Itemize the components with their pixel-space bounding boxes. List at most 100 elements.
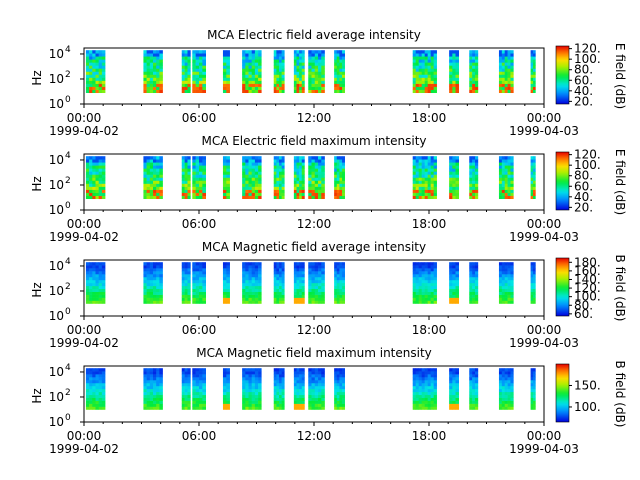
spectrogram-cell [226, 385, 230, 390]
spectrogram-cell [199, 174, 203, 178]
spectrogram-cell [89, 388, 93, 393]
spectrogram-cell [199, 168, 203, 172]
spectrogram-cell [507, 282, 511, 287]
spectrogram-cell [532, 385, 536, 390]
spectrogram-cell [532, 65, 536, 69]
spectrogram-cell [159, 371, 163, 375]
spectrogram-cell [95, 195, 99, 200]
spectrogram-cell [501, 74, 505, 78]
spectrogram-cell [469, 403, 473, 407]
spectrogram-cell [202, 156, 206, 160]
spectrogram-cell [92, 68, 96, 72]
spectrogram-cell [469, 391, 473, 396]
spectrogram-cell [258, 291, 262, 295]
spectrogram-cell [424, 165, 428, 169]
spectrogram-cell [501, 71, 505, 75]
spectrogram-cell [433, 271, 437, 275]
spectrogram-cell [427, 68, 431, 72]
spectrogram-cell [532, 77, 536, 81]
spectrogram-cell [469, 183, 473, 187]
spectrogram-cell [89, 83, 93, 87]
spectrogram-cell [192, 380, 196, 384]
spectrogram-cell [501, 274, 505, 278]
spectrogram-cell [149, 368, 154, 372]
spectrogram-cell [248, 377, 252, 381]
spectrogram-cell [95, 189, 99, 193]
spectrogram-cell [308, 174, 312, 178]
spectrogram-cell [101, 74, 106, 78]
spectrogram-cell [321, 183, 325, 187]
spectrogram-cell [149, 400, 154, 404]
spectrogram-cell [421, 168, 425, 172]
spectrogram-cell [475, 71, 479, 75]
spectrogram-cell [293, 59, 297, 63]
spectrogram-cell [415, 403, 419, 407]
y-tick-exponent: 4 [65, 363, 71, 373]
spectrogram-cell [308, 282, 312, 287]
spectrogram-cell [149, 371, 154, 375]
spectrogram-cell [159, 262, 163, 266]
spectrogram-cell [427, 371, 431, 375]
spectrogram-cell [181, 274, 185, 278]
spectrogram-cell [222, 68, 227, 72]
spectrogram-cell [254, 271, 259, 275]
spectrogram-cell [98, 50, 103, 54]
spectrogram-cell [311, 53, 316, 57]
spectrogram-cell [321, 282, 325, 287]
spectrogram-cell [314, 297, 319, 301]
spectrogram-cell [195, 374, 200, 378]
spectrogram-cell [342, 294, 345, 298]
spectrogram-cell [299, 265, 303, 269]
spectrogram-cell [293, 68, 297, 72]
spectrogram-cell [258, 391, 262, 396]
spectrogram-cell [245, 294, 249, 298]
spectrogram-cell [149, 391, 154, 396]
spectrogram-cell [101, 86, 106, 90]
spectrogram-cell [314, 382, 319, 387]
spectrogram-cell [293, 56, 297, 60]
spectrogram-cell [146, 382, 151, 387]
spectrogram-cell [92, 177, 96, 181]
spectrogram-cell [89, 391, 93, 396]
spectrogram-cell [469, 68, 473, 72]
spectrogram-cell [187, 83, 191, 87]
spectrogram-cell [339, 80, 343, 84]
spectrogram-cell [98, 374, 103, 378]
spectrogram-cell [412, 394, 416, 398]
spectrogram-cell [226, 183, 230, 187]
spectrogram-cell [85, 71, 90, 75]
spectrogram-cell [245, 183, 249, 187]
spectrogram-cell [202, 385, 206, 390]
spectrogram-cell [412, 397, 416, 401]
spectrogram-cell [507, 403, 511, 407]
spectrogram-cell [242, 53, 246, 57]
spectrogram-cell [254, 189, 259, 193]
spectrogram-cell [251, 288, 256, 292]
spectrogram-cell [532, 371, 536, 375]
spectrogram-cell [273, 89, 277, 94]
spectrogram-cell [146, 385, 151, 390]
spectrogram-cell [334, 174, 338, 178]
spectrogram-cell [342, 377, 345, 381]
spectrogram-cell [95, 288, 99, 292]
spectrogram-cell [530, 400, 534, 404]
spectrogram-cell [308, 89, 312, 94]
spectrogram-cell [85, 180, 90, 184]
spectrogram-cell [293, 53, 297, 57]
spectrogram-cell [455, 394, 459, 398]
spectrogram-cell [222, 59, 227, 63]
spectrogram-cell [472, 80, 476, 84]
spectrogram-cell [418, 388, 422, 393]
spectrogram-cell [498, 400, 503, 404]
spectrogram-cell [222, 382, 227, 387]
spectrogram-cell [156, 192, 160, 196]
spectrogram-cell [156, 406, 160, 410]
spectrogram-cell [251, 279, 256, 284]
spectrogram-cell [455, 165, 459, 169]
spectrogram-cell [181, 403, 185, 407]
spectrogram-cell [336, 74, 340, 78]
spectrogram-cell [242, 89, 246, 94]
spectrogram-cell [195, 385, 200, 390]
spectrogram-cell [532, 74, 536, 78]
spectrogram-cell [251, 68, 256, 72]
